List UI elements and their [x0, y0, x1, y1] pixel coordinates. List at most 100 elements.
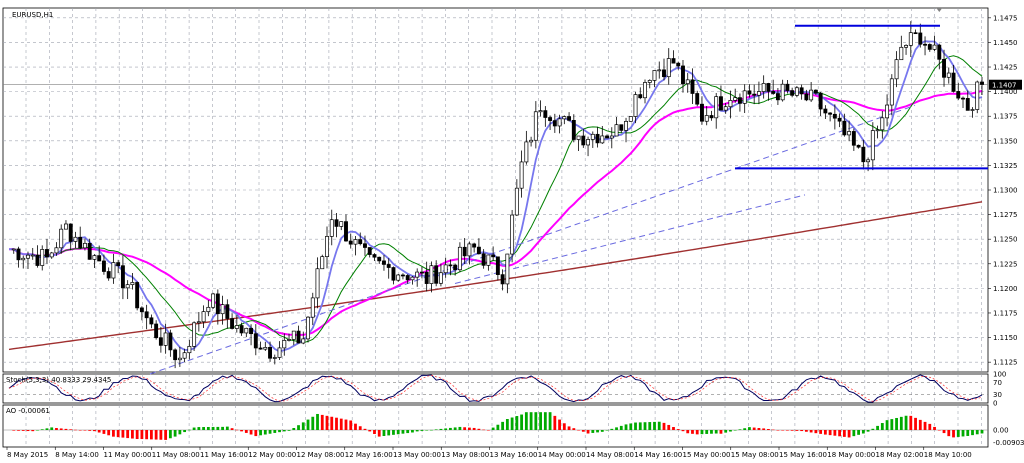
ao-bar [956, 430, 960, 437]
ao-bar [116, 430, 120, 438]
candle [49, 252, 54, 258]
ao-bar [240, 430, 243, 432]
ao-bar [558, 419, 561, 430]
candle [880, 117, 885, 131]
trend-line[interactable] [454, 194, 806, 284]
ao-bar [349, 420, 353, 430]
ao-bar [74, 429, 77, 431]
ao-bar [278, 430, 281, 433]
candle [918, 32, 923, 45]
ao-bar [36, 430, 39, 431]
candle [438, 272, 443, 284]
ao-bar [477, 428, 481, 430]
ao-bar [966, 430, 970, 436]
ao-bar [40, 429, 44, 430]
time-tick-label: 14 May 16:00 [634, 451, 682, 459]
ao-bar [259, 430, 262, 436]
candle [794, 87, 799, 96]
ao-bar [543, 412, 547, 430]
candle [320, 256, 325, 270]
candle [818, 92, 823, 110]
candle [168, 332, 173, 351]
candle [291, 330, 296, 340]
candle [282, 340, 287, 349]
candle [775, 93, 780, 101]
ao-bar [852, 430, 856, 437]
candle [842, 120, 847, 136]
ao-bar [529, 412, 533, 430]
ao-bar [624, 424, 628, 430]
candle [64, 223, 68, 230]
candle [472, 243, 477, 248]
ao-bar [795, 430, 799, 431]
candle [519, 161, 524, 189]
candle [704, 115, 709, 122]
candle [728, 100, 733, 108]
candle [899, 46, 904, 61]
candle [581, 135, 586, 146]
ao-bar [187, 429, 191, 431]
candle [543, 110, 548, 118]
candle [605, 135, 609, 139]
ao-bar [154, 430, 158, 440]
ao-bar [235, 429, 239, 431]
ao-bar [724, 430, 728, 433]
candle [258, 347, 263, 350]
ao-bar [515, 416, 519, 430]
candle [301, 338, 306, 344]
trend-line[interactable] [149, 104, 916, 375]
ao-bar [434, 429, 438, 430]
candle [662, 69, 666, 78]
ao-bar [268, 430, 272, 434]
candle [671, 58, 676, 64]
candle [524, 141, 529, 163]
ao-bar [767, 429, 770, 430]
current-price-label: 1.1407 [992, 82, 1017, 90]
price-tick-label: 1.1225 [993, 260, 1018, 268]
time-tick-label: 14 May 00:00 [538, 451, 586, 459]
candle [315, 268, 320, 299]
candle [567, 116, 572, 121]
candle [885, 104, 890, 119]
ao-bar [672, 427, 675, 430]
ao-bar [748, 427, 751, 430]
candle [809, 89, 814, 101]
ao-tick-label: 0.00 [993, 427, 1009, 435]
ao-bar [472, 427, 476, 430]
candle [975, 81, 980, 110]
time-tick-label: 13 May 08:00 [441, 451, 489, 459]
ao-bar [942, 430, 946, 434]
ao-bar [838, 430, 842, 437]
candle [980, 81, 984, 85]
ao-bar [572, 428, 576, 430]
stoch-level-label: 100 [993, 371, 1006, 379]
ao-bar [121, 430, 125, 438]
candle [595, 133, 600, 144]
shift-marker[interactable] [936, 8, 943, 12]
candle [505, 253, 510, 285]
ao-bar [491, 427, 495, 430]
ao-bar [31, 430, 35, 432]
time-tick-label: 11 May 00:00 [104, 451, 152, 459]
ao-bar [93, 430, 96, 432]
candle [68, 223, 73, 242]
candle [377, 256, 382, 262]
ao-bar [733, 430, 737, 431]
candle [73, 236, 78, 242]
candle [106, 271, 111, 279]
candle [875, 129, 880, 132]
price-tick-label: 1.1300 [993, 187, 1018, 195]
ao-label: AO -0.00061 [6, 407, 50, 415]
ao-bar [112, 430, 115, 437]
ao-bar [880, 423, 884, 430]
ao-bar [980, 430, 984, 434]
ao-bar [368, 430, 372, 432]
ao-bar [520, 414, 524, 430]
candle [481, 253, 486, 266]
candle [87, 242, 92, 260]
ao-bar [596, 430, 599, 433]
candle [120, 265, 125, 289]
candle [643, 82, 647, 99]
time-tick-label: 18 May 10:00 [924, 451, 972, 459]
